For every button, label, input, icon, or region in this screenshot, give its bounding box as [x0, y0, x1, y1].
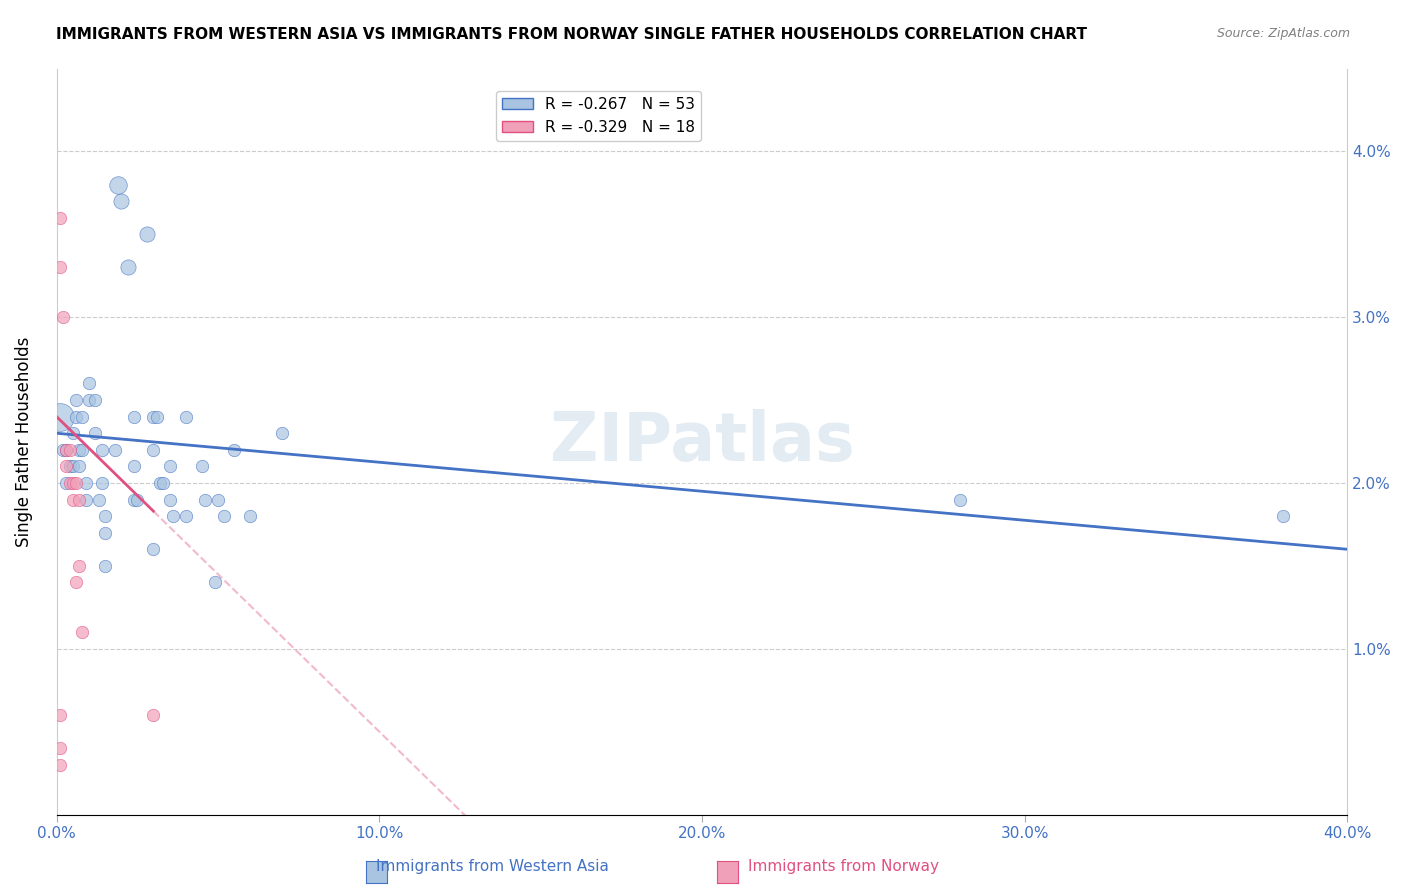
- Legend: R = -0.267   N = 53, R = -0.329   N = 18: R = -0.267 N = 53, R = -0.329 N = 18: [496, 91, 702, 141]
- Point: [65, 409, 87, 424]
- Point: [62, 426, 84, 441]
- Point: [1271, 509, 1294, 524]
- Point: [104, 442, 127, 457]
- Point: [214, 509, 236, 524]
- Text: IMMIGRANTS FROM WESTERN ASIA VS IMMIGRANTS FROM NORWAY SINGLE FATHER HOUSEHOLDS : IMMIGRANTS FROM WESTERN ASIA VS IMMIGRAN…: [56, 27, 1087, 42]
- Point: [65, 393, 87, 408]
- Point: [90, 442, 112, 457]
- Point: [67, 459, 90, 474]
- Point: [87, 492, 110, 507]
- Point: [58, 442, 80, 457]
- Point: [84, 426, 107, 441]
- Point: [49, 260, 72, 275]
- Text: Immigrants from Norway: Immigrants from Norway: [748, 859, 939, 874]
- Point: [84, 393, 107, 408]
- Point: [94, 525, 117, 540]
- Point: [949, 492, 972, 507]
- Point: [117, 260, 139, 275]
- Point: [67, 492, 90, 507]
- Point: [49, 708, 72, 723]
- Point: [72, 625, 94, 640]
- Point: [107, 178, 129, 192]
- Point: [194, 492, 217, 507]
- Point: [271, 426, 294, 441]
- Text: Immigrants from Western Asia: Immigrants from Western Asia: [375, 859, 609, 874]
- Point: [149, 475, 172, 490]
- Point: [67, 442, 90, 457]
- Point: [62, 475, 84, 490]
- Y-axis label: Single Father Households: Single Father Households: [15, 336, 32, 547]
- Point: [222, 442, 245, 457]
- Point: [65, 575, 87, 590]
- Point: [145, 409, 167, 424]
- Point: [49, 741, 72, 756]
- Point: [62, 459, 84, 474]
- Point: [207, 492, 229, 507]
- Point: [49, 409, 72, 424]
- Point: [49, 211, 72, 225]
- Point: [75, 492, 97, 507]
- Point: [58, 475, 80, 490]
- Text: ZIPatlas: ZIPatlas: [550, 409, 855, 475]
- Point: [127, 492, 149, 507]
- Point: [152, 475, 174, 490]
- Point: [122, 459, 145, 474]
- Point: [162, 509, 184, 524]
- Point: [75, 475, 97, 490]
- Point: [55, 442, 77, 457]
- Point: [174, 509, 197, 524]
- Point: [55, 475, 77, 490]
- Point: [136, 227, 159, 242]
- Point: [159, 492, 181, 507]
- Point: [58, 459, 80, 474]
- Point: [94, 558, 117, 573]
- Text: Source: ZipAtlas.com: Source: ZipAtlas.com: [1216, 27, 1350, 40]
- Point: [142, 442, 165, 457]
- Point: [67, 558, 90, 573]
- Point: [49, 757, 72, 772]
- Point: [52, 442, 75, 457]
- Point: [55, 442, 77, 457]
- Point: [77, 393, 100, 408]
- Point: [90, 475, 112, 490]
- Point: [55, 459, 77, 474]
- Point: [159, 459, 181, 474]
- Point: [142, 409, 165, 424]
- Point: [77, 376, 100, 391]
- Point: [72, 409, 94, 424]
- Point: [122, 409, 145, 424]
- Point: [191, 459, 214, 474]
- Point: [174, 409, 197, 424]
- Point: [204, 575, 226, 590]
- Point: [110, 194, 132, 208]
- Point: [65, 475, 87, 490]
- Point: [142, 542, 165, 557]
- Point: [72, 442, 94, 457]
- Point: [142, 708, 165, 723]
- Point: [122, 492, 145, 507]
- Point: [94, 509, 117, 524]
- Point: [52, 310, 75, 325]
- Point: [62, 492, 84, 507]
- Point: [239, 509, 262, 524]
